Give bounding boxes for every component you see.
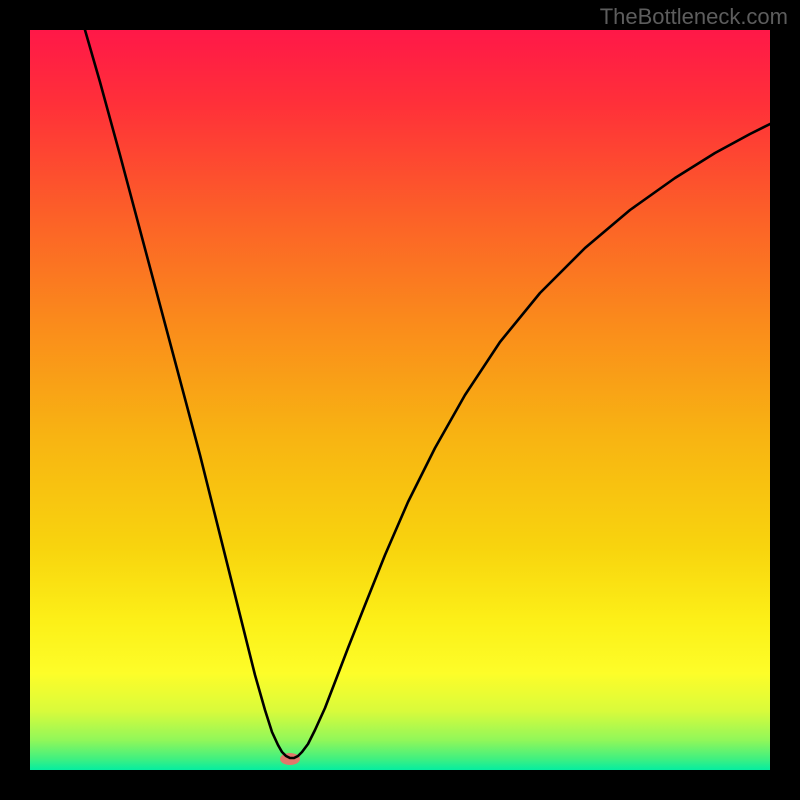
curve-layer — [30, 30, 770, 770]
watermark-text: TheBottleneck.com — [600, 4, 788, 30]
chart-container: TheBottleneck.com — [0, 0, 800, 800]
bottleneck-curve — [85, 30, 770, 758]
plot-area — [30, 30, 770, 770]
